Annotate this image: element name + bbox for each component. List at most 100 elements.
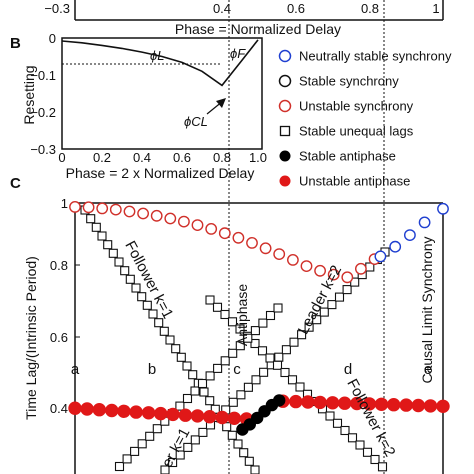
- stable-unequal-lag-point: [370, 454, 380, 465]
- unstable-synchrony-point: [218, 227, 231, 240]
- unstable-antiphase-point: [117, 404, 131, 418]
- stable-unequal-lag-point: [235, 324, 245, 334]
- unstable-synchrony-point: [96, 202, 109, 215]
- legend-label: Stable unequal lags: [299, 124, 414, 139]
- unstable-synchrony-point: [314, 264, 326, 277]
- unstable-antiphase-point: [227, 411, 242, 425]
- unstable-antiphase-point: [301, 395, 315, 409]
- stable-unequal-lag-point: [154, 318, 164, 328]
- stable-unequal-lag-point: [165, 335, 175, 345]
- panel-c-ytick: 0.4: [50, 401, 68, 416]
- stable-unequal-lag-point: [130, 446, 140, 456]
- neutral-synchrony-point: [403, 229, 416, 242]
- stable-unequal-lag-point: [235, 341, 245, 351]
- panel-b-frame: [61, 37, 263, 150]
- stable-unequal-lag-point: [183, 442, 193, 452]
- legend-label: Stable synchrony: [299, 74, 399, 89]
- stable-unequal-lag-point: [198, 427, 208, 437]
- panel-a-xtick: 1: [432, 1, 439, 16]
- unstable-synchrony-point: [109, 203, 122, 216]
- stable-unequal-lag-point: [304, 322, 314, 332]
- stable-unequal-lag-point: [281, 345, 291, 355]
- unstable-antiphase-point: [423, 399, 438, 413]
- stable-unequal-lag-point: [319, 307, 329, 317]
- neutral-synchrony-point: [389, 240, 402, 253]
- stable-unequal-lag-point: [182, 393, 193, 404]
- stable-unequal-lag-point: [188, 370, 198, 380]
- stable-unequal-lag-point: [251, 375, 261, 385]
- stable-unequal-lag-point: [243, 382, 253, 392]
- stable-unequal-lag-point: [182, 361, 192, 371]
- unstable-synchrony-point: [82, 201, 95, 214]
- panel-c-ylabel: Time Lag/(Intrinsic Period): [23, 256, 39, 420]
- unstable-synchrony-point: [164, 212, 177, 225]
- region-label-c: c: [233, 361, 241, 378]
- stable-unequal-lag-point: [137, 292, 147, 302]
- stable-unequal-lag-point: [205, 371, 215, 381]
- region-label-e: e: [424, 361, 432, 378]
- stable-antiphase-point: [273, 394, 286, 407]
- resetting-curve: [61, 39, 259, 87]
- unstable-antiphase-point: [80, 402, 94, 416]
- follower-k2-label: Follower k=2: [343, 376, 398, 459]
- panel-a-xlabel: Phase = Normalized Delay: [175, 21, 341, 37]
- legend-marker: [278, 49, 292, 63]
- stable-unequal-lag-point: [236, 390, 246, 400]
- stable-unequal-lag-point: [250, 465, 260, 474]
- phi-cl-label: ϕCL: [184, 114, 208, 129]
- stable-unequal-lag-point: [137, 439, 147, 449]
- stable-unequal-lag-point: [347, 433, 358, 443]
- stable-unequal-lag-point: [220, 309, 230, 320]
- unstable-antiphase-point: [129, 405, 143, 419]
- unstable-antiphase-point: [436, 399, 450, 413]
- panel-b-ytick: −0.3: [30, 142, 56, 157]
- stable-unequal-lag-point: [91, 222, 101, 232]
- stable-unequal-lag-point: [120, 266, 130, 276]
- stable-unequal-lag-point: [175, 401, 185, 411]
- unstable-antiphase-point: [387, 398, 401, 412]
- phi-cl-arrowhead: [216, 98, 226, 108]
- unstable-antiphase-point: [105, 403, 119, 418]
- panel-b-xtick: 0: [58, 150, 65, 165]
- stable-unequal-lag-point: [148, 309, 158, 319]
- unstable-synchrony-point: [191, 219, 204, 232]
- unstable-synchrony-point: [232, 231, 245, 244]
- legend-label: Stable antiphase: [299, 149, 396, 164]
- stable-unequal-lag-point: [220, 356, 230, 366]
- stable-unequal-lag-point: [152, 424, 162, 434]
- unstable-antiphase-point: [215, 410, 229, 425]
- legend-marker: [278, 74, 292, 88]
- antiphase-label: Antiphase: [234, 284, 250, 346]
- stable-unequal-lag-point: [228, 348, 238, 358]
- unstable-antiphase-point: [141, 406, 156, 420]
- unstable-antiphase-point: [153, 406, 168, 421]
- stable-unequal-lag-point: [205, 295, 215, 305]
- stable-unequal-lag-point: [213, 363, 223, 373]
- legend-marker: [279, 150, 291, 162]
- stable-unequal-lag-point: [265, 353, 275, 363]
- unstable-synchrony-point: [300, 260, 313, 272]
- stable-unequal-lag-point: [145, 431, 155, 441]
- stable-unequal-lag-point: [171, 344, 181, 354]
- unstable-synchrony-point: [273, 248, 286, 261]
- unstable-antiphase-point: [166, 407, 180, 422]
- stable-unequal-lag-point: [297, 330, 307, 340]
- stable-unequal-lag-point: [280, 367, 290, 378]
- stable-unequal-lag-point: [340, 425, 350, 436]
- stable-unequal-lag-point: [108, 248, 118, 258]
- panel-b-ylabel: Resetting: [21, 65, 37, 124]
- panel-b-letter: B: [10, 35, 21, 52]
- stable-unequal-lag-point: [227, 317, 238, 327]
- stable-unequal-lag-point: [250, 338, 260, 349]
- stable-unequal-lag-point: [86, 214, 96, 224]
- panel-b-xtick: 0.4: [133, 150, 151, 165]
- unstable-synchrony-point: [259, 242, 272, 255]
- stable-unequal-lag-point: [212, 302, 223, 312]
- region-label-a: a: [71, 361, 80, 378]
- panel-a-ytick: −0.3: [44, 1, 70, 16]
- stable-unequal-lag-point: [244, 456, 254, 466]
- legend-label: Unstable antiphase: [299, 174, 410, 189]
- region-label-d: d: [344, 361, 352, 378]
- stable-unequal-lag-point: [142, 300, 152, 310]
- panel-c-letter: C: [10, 175, 21, 192]
